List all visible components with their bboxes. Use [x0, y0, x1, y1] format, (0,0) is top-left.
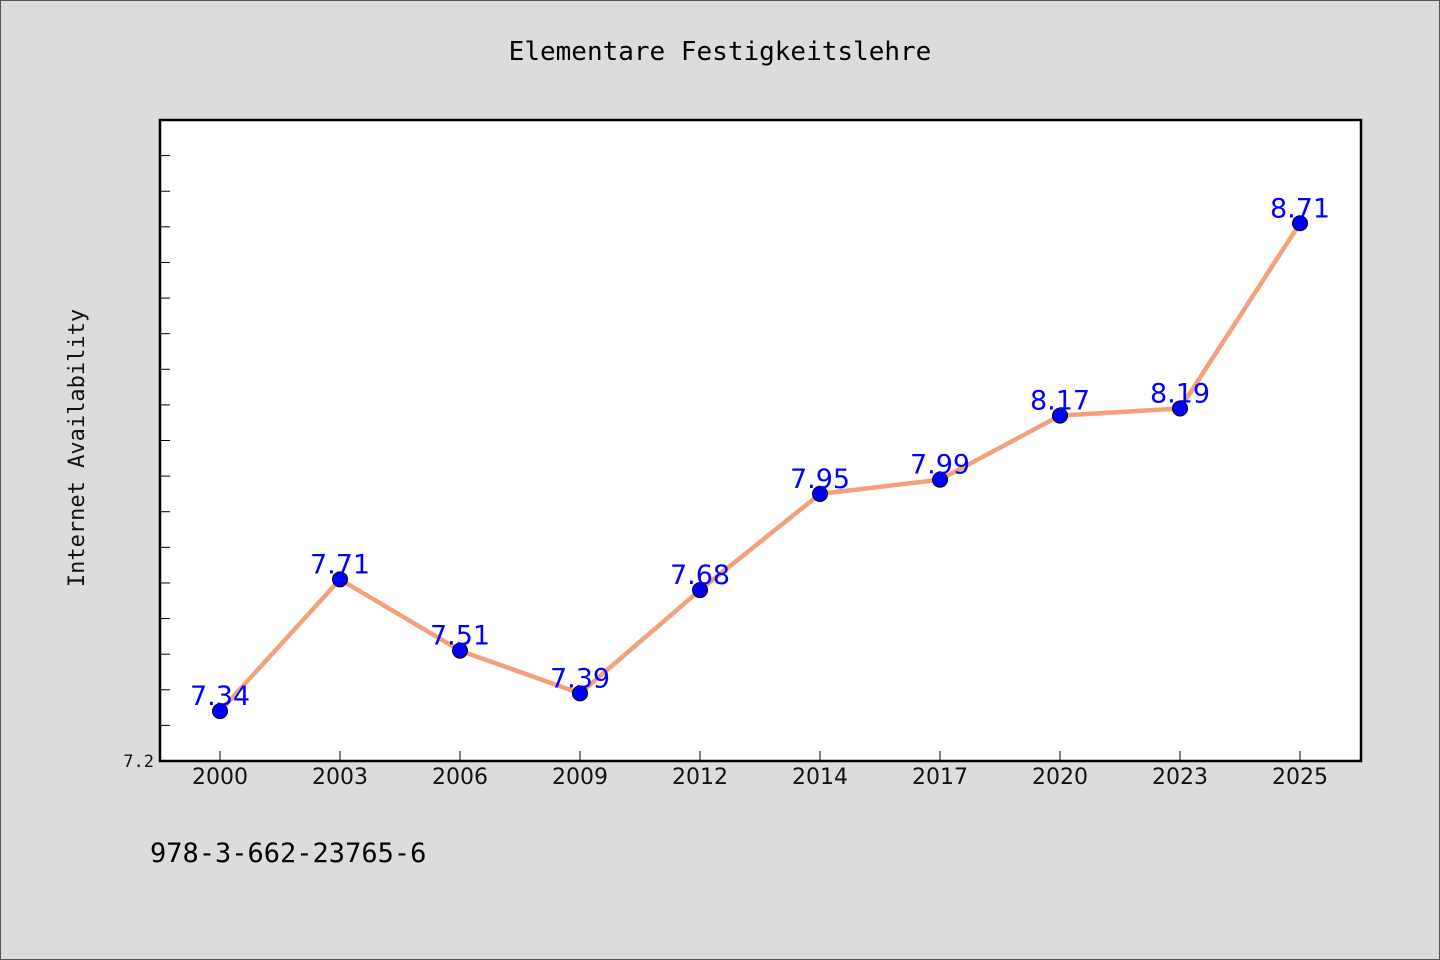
- x-tick-label: 2025: [1272, 765, 1328, 790]
- data-label: 7.51: [430, 621, 490, 652]
- y-axis-ticks: 7.2: [123, 155, 170, 772]
- data-point: [1172, 400, 1188, 417]
- data-point: [332, 571, 348, 588]
- x-tick-label: 2006: [432, 765, 488, 790]
- data-label: 8.17: [1030, 386, 1090, 417]
- data-point: [572, 685, 588, 702]
- data-label: 7.71: [310, 549, 370, 580]
- series-line: [217, 221, 1303, 714]
- x-axis-ticks: 2000 2003 2006 2009 2012 2014 2017 2020 2023 2025: [192, 751, 1328, 790]
- data-label: 7.95: [790, 464, 850, 495]
- x-tick-label: 2020: [1032, 765, 1088, 790]
- data-label: 8.71: [1270, 193, 1330, 224]
- data-point: [812, 485, 828, 502]
- x-tick-label: 2000: [192, 765, 248, 790]
- data-point: [212, 703, 228, 720]
- data-point: [1052, 407, 1068, 424]
- series-layer: 7.34 7.71 7.51 7.39 7.68 7.95 7.99 8.17 8.19 8.71: [190, 193, 1330, 720]
- plot-area: [160, 120, 1361, 761]
- data-point: [692, 582, 708, 599]
- y-axis-label: Internet Availability: [65, 309, 90, 587]
- data-point: [1292, 215, 1308, 232]
- x-tick-label: 2014: [792, 765, 848, 790]
- x-tick-label: 2003: [312, 765, 368, 790]
- data-label: 8.19: [1150, 378, 1210, 409]
- isbn-footer: 978-3-662-23765-6: [150, 838, 426, 869]
- y-tick-label: 7.2: [123, 752, 154, 772]
- plot-border: [158, 118, 1363, 763]
- x-tick-label: 2017: [912, 765, 968, 790]
- data-label: 7.39: [550, 663, 610, 694]
- data-point: [452, 642, 468, 659]
- x-tick-label: 2012: [672, 765, 728, 790]
- chart-title: Elementare Festigkeitslehre: [509, 37, 932, 67]
- data-point: [932, 471, 948, 488]
- data-label: 7.68: [670, 560, 730, 591]
- x-tick-label: 2023: [1152, 765, 1208, 790]
- data-label: 7.99: [910, 450, 970, 481]
- x-tick-label: 2009: [552, 765, 608, 790]
- data-label: 7.34: [190, 681, 250, 712]
